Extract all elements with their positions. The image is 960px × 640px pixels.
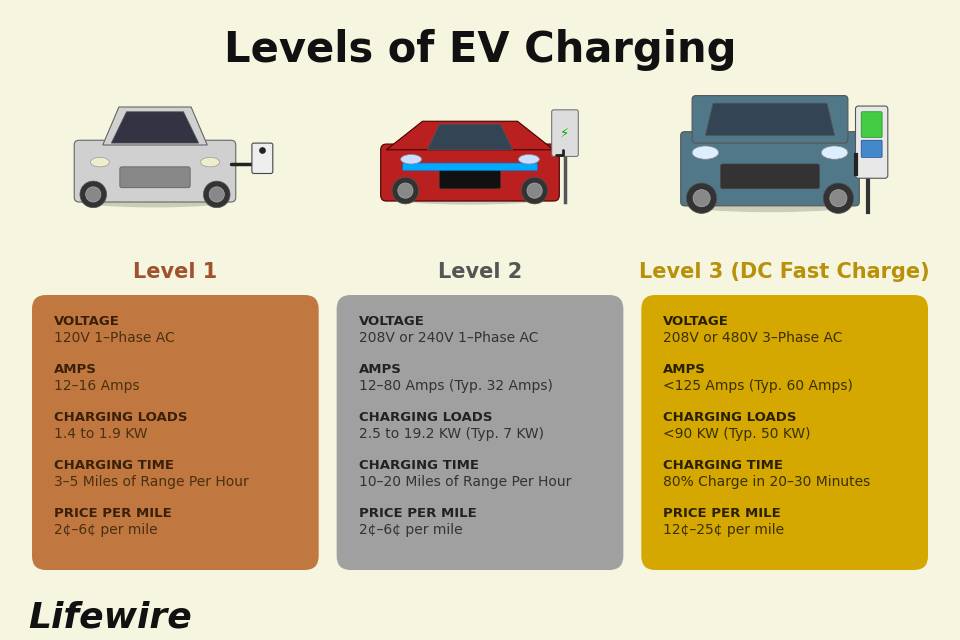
- Text: 208V or 480V 3–Phase AC: 208V or 480V 3–Phase AC: [663, 331, 843, 345]
- Circle shape: [80, 181, 107, 208]
- Text: CHARGING LOADS: CHARGING LOADS: [359, 411, 492, 424]
- Text: 12¢–25¢ per mile: 12¢–25¢ per mile: [663, 523, 784, 537]
- FancyBboxPatch shape: [681, 132, 859, 206]
- Text: VOLTAGE: VOLTAGE: [54, 315, 120, 328]
- FancyBboxPatch shape: [721, 164, 820, 189]
- Text: CHARGING TIME: CHARGING TIME: [359, 459, 479, 472]
- Text: 3–5 Miles of Range Per Hour: 3–5 Miles of Range Per Hour: [54, 475, 249, 489]
- Polygon shape: [103, 107, 207, 145]
- Ellipse shape: [90, 157, 109, 167]
- Text: 120V 1–Phase AC: 120V 1–Phase AC: [54, 331, 175, 345]
- Ellipse shape: [201, 157, 220, 167]
- Ellipse shape: [389, 191, 551, 204]
- Polygon shape: [706, 103, 834, 136]
- Ellipse shape: [822, 146, 848, 159]
- Text: Level 3 (DC Fast Charge): Level 3 (DC Fast Charge): [639, 262, 930, 282]
- Text: Level 2: Level 2: [438, 262, 522, 282]
- Circle shape: [686, 183, 717, 213]
- Text: CHARGING TIME: CHARGING TIME: [54, 459, 174, 472]
- Text: CHARGING LOADS: CHARGING LOADS: [54, 411, 187, 424]
- FancyBboxPatch shape: [692, 95, 848, 143]
- Ellipse shape: [79, 193, 231, 207]
- Circle shape: [209, 187, 225, 202]
- Circle shape: [521, 177, 548, 204]
- Circle shape: [397, 183, 413, 198]
- Circle shape: [527, 183, 542, 198]
- FancyBboxPatch shape: [402, 163, 538, 171]
- Circle shape: [823, 183, 853, 213]
- Text: 2¢–6¢ per mile: 2¢–6¢ per mile: [54, 523, 157, 537]
- Text: 2.5 to 19.2 KW (Typ. 7 KW): 2.5 to 19.2 KW (Typ. 7 KW): [359, 427, 543, 441]
- Text: VOLTAGE: VOLTAGE: [663, 315, 730, 328]
- Ellipse shape: [400, 154, 421, 164]
- FancyBboxPatch shape: [252, 143, 273, 173]
- Text: 12–80 Amps (Typ. 32 Amps): 12–80 Amps (Typ. 32 Amps): [359, 379, 553, 393]
- Text: CHARGING TIME: CHARGING TIME: [663, 459, 783, 472]
- Text: AMPS: AMPS: [54, 363, 97, 376]
- Text: 10–20 Miles of Range Per Hour: 10–20 Miles of Range Per Hour: [359, 475, 571, 489]
- Text: Levels of EV Charging: Levels of EV Charging: [224, 29, 736, 71]
- Text: PRICE PER MILE: PRICE PER MILE: [54, 507, 172, 520]
- Text: CHARGING LOADS: CHARGING LOADS: [663, 411, 797, 424]
- Text: Level 1: Level 1: [133, 262, 218, 282]
- Text: 208V or 240V 1–Phase AC: 208V or 240V 1–Phase AC: [359, 331, 539, 345]
- Text: ⚡: ⚡: [561, 127, 569, 140]
- Circle shape: [85, 187, 101, 202]
- FancyBboxPatch shape: [440, 170, 500, 189]
- FancyBboxPatch shape: [641, 295, 928, 570]
- Text: VOLTAGE: VOLTAGE: [359, 315, 424, 328]
- Ellipse shape: [518, 154, 540, 164]
- FancyBboxPatch shape: [381, 144, 560, 201]
- Text: <125 Amps (Typ. 60 Amps): <125 Amps (Typ. 60 Amps): [663, 379, 853, 393]
- Ellipse shape: [692, 146, 719, 159]
- FancyBboxPatch shape: [120, 167, 190, 188]
- Text: PRICE PER MILE: PRICE PER MILE: [359, 507, 476, 520]
- Circle shape: [829, 189, 847, 207]
- Text: PRICE PER MILE: PRICE PER MILE: [663, 507, 781, 520]
- FancyBboxPatch shape: [855, 106, 888, 179]
- FancyBboxPatch shape: [337, 295, 623, 570]
- Circle shape: [392, 177, 419, 204]
- Text: 2¢–6¢ per mile: 2¢–6¢ per mile: [359, 523, 463, 537]
- Text: 80% Charge in 20–30 Minutes: 80% Charge in 20–30 Minutes: [663, 475, 871, 489]
- Polygon shape: [427, 124, 513, 150]
- Text: 12–16 Amps: 12–16 Amps: [54, 379, 139, 393]
- FancyBboxPatch shape: [74, 140, 236, 202]
- FancyBboxPatch shape: [32, 295, 319, 570]
- FancyBboxPatch shape: [861, 112, 882, 138]
- FancyBboxPatch shape: [552, 110, 578, 156]
- Text: 1.4 to 1.9 KW: 1.4 to 1.9 KW: [54, 427, 148, 441]
- Circle shape: [693, 189, 710, 207]
- FancyBboxPatch shape: [861, 140, 882, 157]
- Circle shape: [204, 181, 230, 208]
- Text: Lifewire: Lifewire: [28, 601, 192, 635]
- Text: <90 KW (Typ. 50 KW): <90 KW (Typ. 50 KW): [663, 427, 811, 441]
- Text: AMPS: AMPS: [663, 363, 707, 376]
- Ellipse shape: [683, 196, 858, 211]
- Polygon shape: [111, 112, 199, 143]
- Text: AMPS: AMPS: [359, 363, 401, 376]
- Polygon shape: [386, 121, 554, 150]
